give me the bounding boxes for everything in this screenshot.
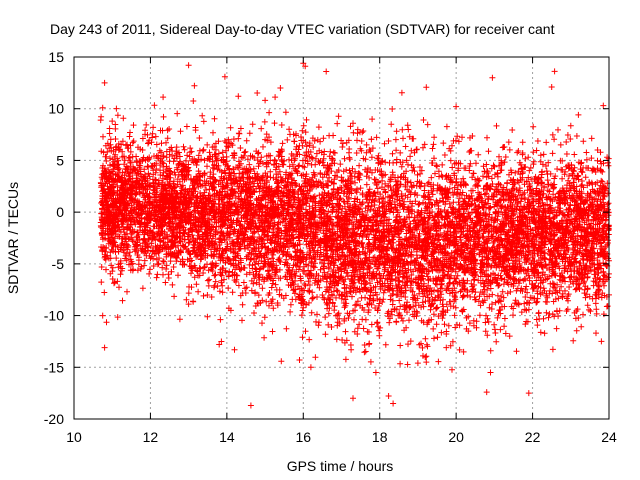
y-tick-label: 10 <box>48 101 64 117</box>
data-points <box>97 60 612 409</box>
x-tick-label: 14 <box>219 429 235 445</box>
y-tick-label: 15 <box>48 49 64 65</box>
y-axis-label: SDTVAR / TECUs <box>5 182 21 294</box>
y-tick-label: 0 <box>56 204 64 220</box>
x-tick-label: 16 <box>295 429 311 445</box>
x-tick-label: 12 <box>143 429 159 445</box>
plot-frame <box>73 56 610 420</box>
x-tick-label: 24 <box>601 429 617 445</box>
x-axis-label: GPS time / hours <box>287 458 394 474</box>
y-axis-ticks: 15 10 5 0 -5 -10 -15 -20 <box>44 49 609 427</box>
y-tick-label: -5 <box>52 256 65 272</box>
x-tick-label: 18 <box>372 429 388 445</box>
scatter-markers <box>97 60 612 409</box>
x-axis-ticks: 10 12 14 16 18 20 22 24 <box>66 57 617 445</box>
y-tick-label: -20 <box>44 411 64 427</box>
x-tick-label: 22 <box>525 429 541 445</box>
y-tick-label: -10 <box>44 308 64 324</box>
x-tick-label: 20 <box>448 429 464 445</box>
chart-title: Day 243 of 2011, Sidereal Day-to-day VTE… <box>50 21 555 37</box>
y-tick-label: -15 <box>44 359 64 375</box>
x-tick-label: 10 <box>66 429 82 445</box>
y-tick-label: 5 <box>56 152 64 168</box>
